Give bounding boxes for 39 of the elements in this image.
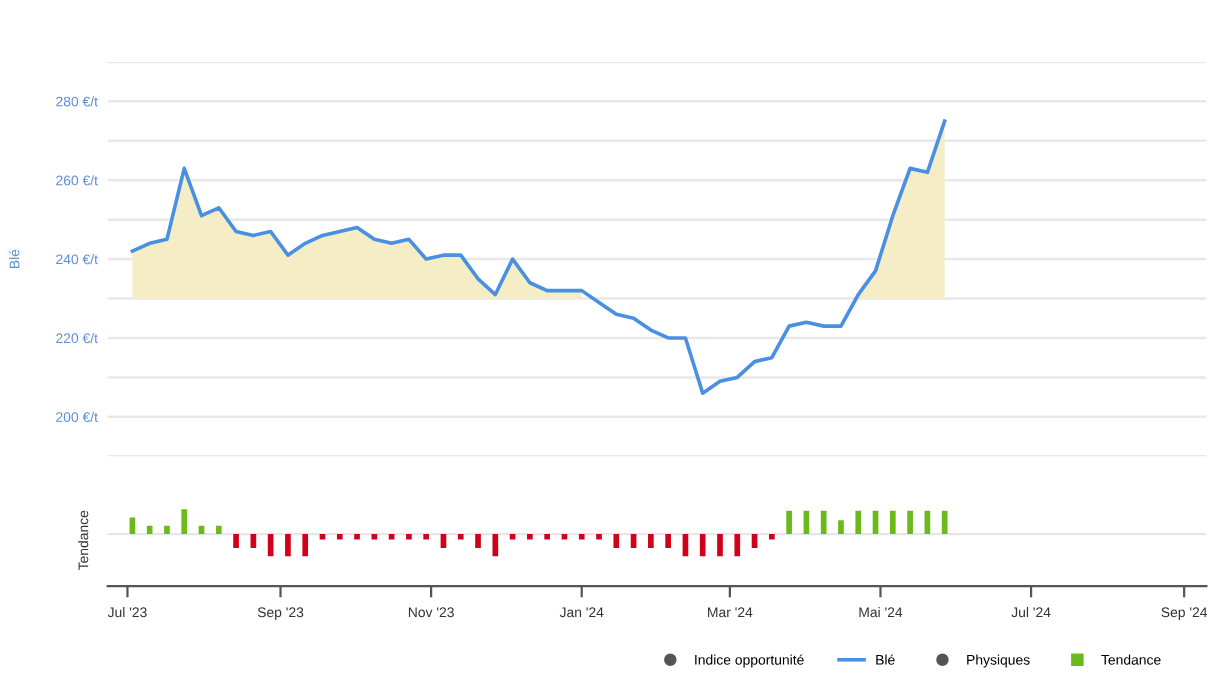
bar: [941, 510, 948, 535]
bar: [665, 534, 671, 548]
bar: [371, 534, 378, 540]
bar: [648, 534, 654, 548]
bar: [423, 534, 430, 540]
bar: [215, 525, 222, 535]
bar: [457, 534, 464, 540]
bar: [820, 510, 827, 535]
bar: [285, 534, 291, 557]
bar: [596, 534, 602, 540]
bar: [734, 534, 741, 557]
bar: [336, 534, 343, 540]
bar: [406, 534, 412, 540]
bar: [717, 534, 723, 557]
bar: [578, 534, 585, 540]
bar: [146, 525, 153, 535]
bar: [354, 534, 360, 540]
bar: [129, 517, 136, 535]
bar: [181, 509, 188, 535]
bar: [561, 534, 568, 540]
bar: [838, 520, 844, 535]
bar: [492, 534, 499, 557]
bar: [855, 510, 862, 535]
bar: [233, 534, 239, 548]
bar: [319, 534, 326, 540]
line-series: [130, 119, 947, 395]
bar: [889, 510, 896, 535]
bar: [613, 534, 620, 548]
bar: [527, 534, 533, 540]
bar: [164, 525, 170, 535]
bar: [769, 534, 775, 540]
bar: [699, 534, 706, 557]
bar: [509, 534, 516, 540]
bar: [388, 534, 395, 540]
bar: [544, 534, 550, 540]
bar: [786, 510, 792, 535]
bar: [475, 534, 481, 548]
bar: [302, 534, 309, 557]
bar: [907, 510, 913, 535]
